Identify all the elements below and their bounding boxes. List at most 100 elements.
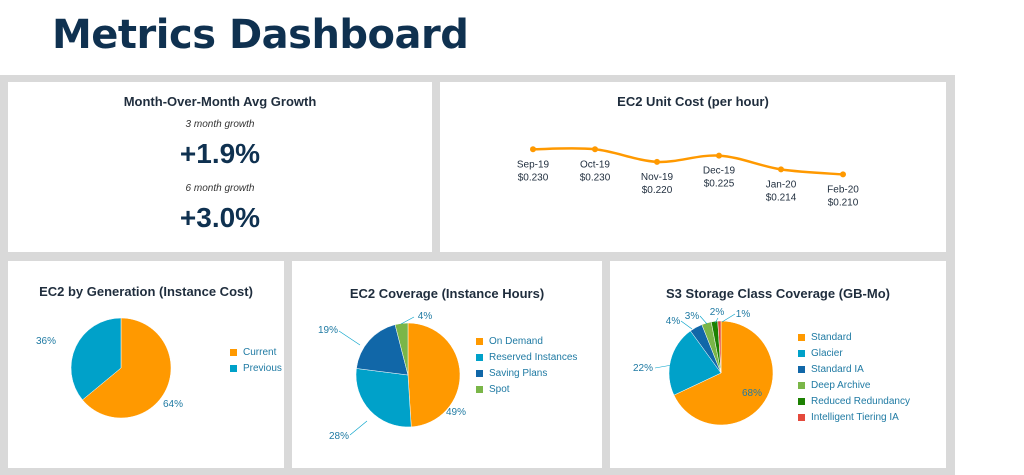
s3-legend-item-standard: Standard	[798, 329, 910, 345]
s3-title: S3 Storage Class Coverage (GB-Mo)	[666, 286, 890, 301]
unit-cost-point-dec-19	[716, 152, 722, 159]
coverage-pie-chart: 49% 28% 19% 4%	[318, 311, 466, 442]
s3-legend-swatch	[798, 381, 805, 389]
generation-legend: Current Previous	[230, 344, 282, 376]
unit-cost-value-label-sep-19: $0.230	[518, 172, 549, 183]
s3-legend: Standard Glacier Standard IA Deep Archive Re…	[798, 329, 910, 425]
generation-label-current: 64%	[163, 399, 183, 410]
unit-cost-xlabel-nov-19: Nov-19	[641, 172, 674, 183]
unit-cost-point-feb-20	[840, 171, 846, 178]
unit-cost-xlabel-oct-19: Oct-19	[580, 159, 610, 170]
coverage-legend-item-reserved-instances: Reserved Instances	[476, 349, 577, 365]
coverage-label-on-demand: 49%	[446, 407, 466, 418]
s3-legend-item-intelligent-tiering-ia: Intelligent Tiering IA	[798, 409, 910, 425]
s3-legend-swatch	[798, 397, 805, 405]
unit-cost-point-sep-19	[530, 146, 536, 153]
generation-legend-label: Previous	[243, 362, 282, 374]
s3-legend-item-standard-ia: Standard IA	[798, 361, 910, 377]
s3-legend-label: Reduced Redundancy	[811, 395, 910, 407]
unit-cost-xlabel-dec-19: Dec-19	[703, 166, 736, 177]
coverage-legend-swatch	[476, 385, 483, 393]
coverage-label-saving-plans: 19%	[318, 325, 338, 336]
s3-slice-intelligent-tiering-ia	[717, 320, 722, 374]
unit-cost-point-jan-20	[778, 166, 784, 173]
unit-cost-point-oct-19	[592, 146, 598, 153]
s3-legend-label: Deep Archive	[811, 379, 871, 391]
growth-6m-value: +3.0%	[179, 202, 261, 233]
generation-legend-label: Current	[243, 346, 277, 358]
growth-card: Month-Over-Month Avg Growth 3 month grow…	[8, 82, 432, 252]
coverage-label-reserved-instances: 28%	[329, 431, 349, 442]
generation-legend-swatch	[230, 364, 237, 372]
unit-cost-xlabel-feb-20: Feb-20	[827, 184, 859, 195]
s3-legend-item-deep-archive: Deep Archive	[798, 377, 910, 393]
s3-label-glacier: 22%	[633, 363, 653, 374]
unit-cost-line-chart: Sep-19 $0.230 Oct-19 $0.230 Nov-19 $0.220 Dec-…	[517, 146, 859, 208]
coverage-label-spot: 4%	[418, 311, 433, 322]
s3-legend-swatch	[798, 365, 805, 373]
s3-card: S3 Storage Class Coverage (GB-Mo) 68% 22%…	[610, 261, 946, 468]
unit-cost-value-label-feb-20: $0.210	[828, 197, 859, 208]
s3-label-standard: 68%	[742, 388, 762, 399]
generation-card: EC2 by Generation (Instance Cost) 64% 36%…	[8, 261, 284, 468]
coverage-legend-swatch	[476, 369, 483, 377]
s3-slice-glacier	[668, 330, 722, 396]
growth-3m-value: +1.9%	[179, 138, 261, 169]
generation-title: EC2 by Generation (Instance Cost)	[39, 284, 253, 299]
s3-legend-label: Intelligent Tiering IA	[811, 411, 899, 423]
unit-cost-value-label-oct-19: $0.230	[580, 172, 611, 183]
coverage-legend-item-on-demand: On Demand	[476, 333, 577, 349]
s3-legend-item-glacier: Glacier	[798, 345, 910, 361]
coverage-legend-label: Spot	[489, 383, 510, 395]
unit-cost-xlabel-sep-19: Sep-19	[517, 159, 550, 170]
coverage-legend-item-saving-plans: Saving Plans	[476, 365, 577, 381]
coverage-leader-reserved-instances	[349, 420, 368, 436]
generation-pie-chart: 64% 36%	[36, 317, 183, 419]
s3-legend-item-reduced-redundancy: Reduced Redundancy	[798, 393, 910, 409]
coverage-legend-label: Saving Plans	[489, 367, 548, 379]
coverage-slice-reserved-instances	[355, 368, 412, 428]
coverage-legend-item-spot: Spot	[476, 381, 577, 397]
generation-legend-swatch	[230, 348, 237, 356]
coverage-slice-on-demand	[407, 322, 461, 428]
s3-leader-intelligent-tiering-ia	[721, 313, 736, 323]
coverage-legend-swatch	[476, 337, 483, 345]
s3-label-standard-ia: 4%	[666, 316, 681, 327]
s3-legend-swatch	[798, 413, 805, 421]
coverage-slice-saving-plans	[356, 324, 409, 376]
coverage-card: EC2 Coverage (Instance Hours) 49% 28% 19% 4…	[292, 261, 602, 468]
s3-leader-glacier	[654, 364, 673, 369]
unit-cost-value-label-nov-19: $0.220	[642, 185, 673, 196]
coverage-legend-swatch	[476, 353, 483, 361]
s3-slice-standard	[673, 320, 774, 426]
coverage-leader-spot	[400, 316, 415, 325]
coverage-leader-saving-plans	[338, 330, 361, 346]
s3-label-deep-archive: 3%	[685, 311, 700, 322]
s3-legend-swatch	[798, 333, 805, 341]
s3-label-intelligent-tiering-ia: 1%	[736, 309, 751, 320]
s3-leader-deep-archive	[699, 315, 708, 325]
unit-cost-xlabel-jan-20: Jan-20	[766, 179, 797, 190]
s3-leader-standard-ia	[680, 320, 693, 330]
s3-legend-label: Glacier	[811, 347, 843, 359]
generation-slice-previous	[70, 317, 122, 401]
s3-pie-chart: 68% 22% 4% 3% 2% 1%	[633, 307, 774, 426]
unit-cost-card: EC2 Unit Cost (per hour) Sep-19 $0.230 Oct…	[440, 82, 946, 252]
unit-cost-title: EC2 Unit Cost (per hour)	[617, 94, 769, 109]
generation-label-previous: 36%	[36, 336, 56, 347]
generation-slice-current	[82, 317, 172, 419]
growth-6m-label: 6 month growth	[185, 183, 255, 194]
s3-legend-label: Standard	[811, 331, 852, 343]
s3-legend-label: Standard IA	[811, 363, 864, 375]
coverage-legend-label: Reserved Instances	[489, 351, 578, 363]
page-title: Metrics Dashboard	[52, 12, 469, 58]
unit-cost-value-label-jan-20: $0.214	[766, 192, 797, 203]
coverage-title: EC2 Coverage (Instance Hours)	[349, 286, 545, 301]
s3-leader-reduced-redundancy	[714, 317, 719, 324]
growth-title: Month-Over-Month Avg Growth	[123, 94, 317, 109]
generation-legend-item-previous: Previous	[230, 360, 282, 376]
s3-legend-swatch	[798, 349, 805, 357]
unit-cost-point-nov-19	[654, 158, 660, 165]
coverage-legend-label: On Demand	[489, 335, 543, 347]
growth-3m-label: 3 month growth	[185, 119, 255, 130]
